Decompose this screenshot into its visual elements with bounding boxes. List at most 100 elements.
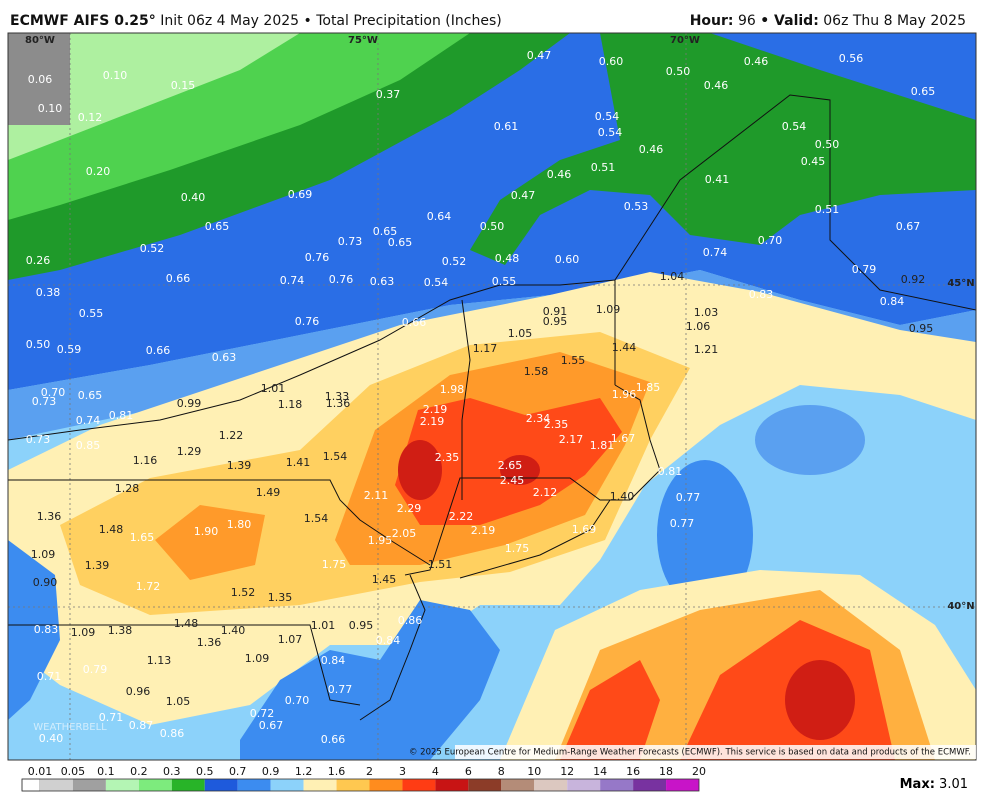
precip-label: 2.05 [392, 527, 417, 540]
colorbar-label: 0.7 [229, 765, 247, 778]
precip-label: 0.55 [492, 275, 517, 288]
colorbar-swatch [21, 778, 41, 792]
colorbar-swatch [633, 779, 667, 791]
colorbar-label: 8 [498, 765, 505, 778]
precip-label: 0.56 [839, 52, 864, 65]
model: ECMWF AIFS 0.25° [10, 13, 156, 29]
precip-label: 1.65 [130, 531, 155, 544]
precip-label: 1.75 [505, 542, 530, 555]
precip-label: 0.70 [41, 386, 66, 399]
watermark: WEATHERBELL [33, 722, 107, 733]
precip-label: 0.10 [38, 102, 63, 115]
grid-label: 40°N [947, 601, 974, 612]
colorbar-swatch [369, 779, 403, 791]
precip-label: 1.85 [636, 381, 661, 394]
precip-label: 1.40 [221, 624, 246, 637]
precip-label: 0.67 [259, 719, 284, 732]
colorbar-label: 0.5 [196, 765, 214, 778]
precip-label: 1.48 [174, 617, 199, 630]
precip-label: 0.77 [676, 491, 701, 504]
precip-label: 0.77 [670, 517, 695, 530]
precip-label: 0.95 [349, 619, 374, 632]
colorbar-swatch [402, 779, 436, 791]
grid-label: 45°N [947, 278, 974, 289]
precip-label: 2.35 [435, 451, 460, 464]
precip-label: 1.40 [610, 490, 635, 503]
precip-label: 1.38 [108, 624, 133, 637]
precip-label: 1.96 [612, 388, 637, 401]
precip-label: 2.35 [544, 418, 569, 431]
precip-label: 1.95 [368, 534, 393, 547]
colorbar-label: 10 [527, 765, 541, 778]
colorbar-swatch [105, 779, 139, 791]
precip-label: 0.70 [758, 234, 783, 247]
colorbar-swatch [468, 779, 502, 791]
colorbar-label: 4 [432, 765, 439, 778]
grid-label: 80°W [25, 35, 55, 46]
precip-label: 0.92 [901, 273, 926, 286]
precip-label: 0.46 [547, 168, 572, 181]
run-info: Init 06z 4 May 2025 • Total Precipitatio… [160, 13, 502, 29]
colorbar-label: 0.9 [262, 765, 280, 778]
precip-label: 0.73 [26, 433, 51, 446]
precip-label: 1.18 [278, 398, 303, 411]
colorbar-swatch [666, 779, 699, 791]
precip-label: 0.86 [398, 614, 423, 627]
colorbar-swatch [303, 779, 337, 791]
colorbar-label: 18 [659, 765, 673, 778]
precip-label: 1.04 [660, 270, 685, 283]
precip-label: 0.46 [639, 143, 664, 156]
precip-label: 0.60 [599, 55, 624, 68]
precip-label: 1.01 [311, 619, 336, 632]
precip-label: 1.51 [428, 558, 453, 571]
map [8, 33, 976, 760]
precip-label: 1.81 [590, 439, 615, 452]
hour: 96 [738, 13, 756, 29]
colorbar-label: 20 [692, 765, 706, 778]
precip-label: 0.53 [624, 200, 649, 213]
precip-label: 1.69 [572, 523, 597, 536]
colorbar-swatch [270, 779, 304, 791]
precip-label: 1.36 [37, 510, 62, 523]
grid-label: 75°W [348, 35, 378, 46]
valid: 06z Thu 8 May 2025 [823, 13, 966, 29]
precip-label: 0.52 [442, 255, 467, 268]
precip-label: 1.22 [219, 429, 244, 442]
precip-label: 0.46 [704, 79, 729, 92]
precip-label: 0.51 [815, 203, 840, 216]
precip-label: 0.12 [78, 111, 103, 124]
precip-label: 0.40 [181, 191, 206, 204]
precip-label: 0.48 [495, 252, 520, 265]
precip-label: 1.90 [194, 525, 219, 538]
precip-label: 0.26 [26, 254, 51, 267]
precip-label: 2.19 [471, 524, 496, 537]
precip-label: 0.90 [33, 576, 58, 589]
precip-label: 0.65 [373, 225, 398, 238]
precip-label: 0.84 [376, 634, 401, 647]
precip-label: 1.09 [71, 626, 96, 639]
colorbar-swatch [501, 779, 535, 791]
precip-label: 0.95 [543, 315, 568, 328]
precip-label: 0.47 [511, 189, 536, 202]
precip-label: 1.13 [147, 654, 172, 667]
precip-label: 0.15 [171, 79, 196, 92]
precip-label: 0.55 [79, 307, 104, 320]
precip-label: 0.65 [78, 389, 103, 402]
precip-label: 0.96 [126, 685, 151, 698]
precip-label: 1.98 [440, 383, 465, 396]
precip-label: 1.35 [268, 591, 293, 604]
colorbar-swatch [567, 779, 601, 791]
precip-label: 0.59 [57, 343, 82, 356]
colorbar-label: 12 [560, 765, 574, 778]
precip-label: 1.16 [133, 454, 158, 467]
precip-label: 1.48 [99, 523, 124, 536]
precip-label: 0.10 [103, 69, 128, 82]
precip-label: 0.65 [205, 220, 230, 233]
precip-label: 1.75 [322, 558, 347, 571]
precip-label: 1.09 [596, 303, 621, 316]
precip-label: 1.67 [611, 432, 636, 445]
precip-label: 1.36 [326, 397, 351, 410]
precip-label: 0.79 [83, 663, 108, 676]
colorbar-label: 16 [626, 765, 640, 778]
precip-label: 0.50 [26, 338, 51, 351]
